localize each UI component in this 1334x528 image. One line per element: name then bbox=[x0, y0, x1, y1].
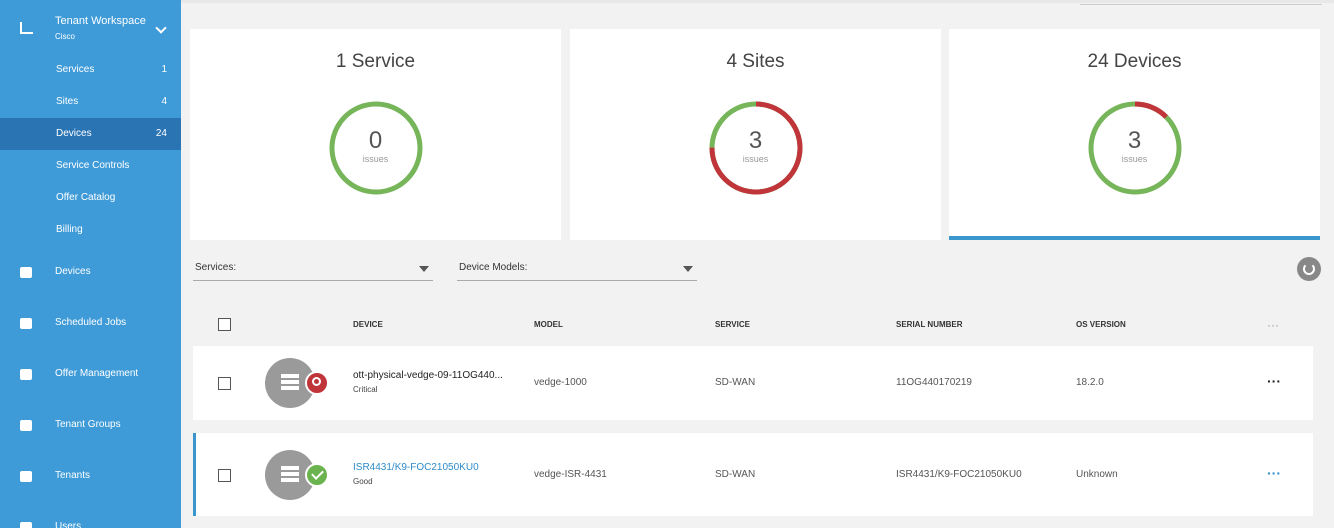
row-more[interactable]: ··· bbox=[1267, 464, 1281, 481]
nav-count: 4 bbox=[161, 96, 167, 107]
filter-underline bbox=[193, 280, 433, 281]
dropdown-arrow bbox=[419, 266, 429, 272]
nav-icon bbox=[20, 318, 32, 329]
header-checkbox[interactable] bbox=[218, 318, 231, 331]
card-label: Sites bbox=[742, 51, 785, 72]
donut-issues bbox=[709, 101, 803, 195]
card-label: Service bbox=[351, 51, 416, 72]
column-header: SERIAL NUMBER bbox=[896, 320, 963, 329]
server-bar bbox=[281, 374, 299, 378]
nav-item[interactable]: Tenants bbox=[55, 470, 91, 481]
badge-glyph bbox=[311, 466, 324, 480]
card-count: 4 bbox=[726, 51, 738, 72]
cell-serial: ISR4431/K9-FOC21050KU0 bbox=[896, 468, 1022, 480]
search-underline bbox=[1080, 4, 1322, 5]
cell-serial: 11OG440170219 bbox=[896, 377, 972, 388]
nav-icon bbox=[20, 369, 32, 380]
nav-count: 24 bbox=[155, 128, 167, 139]
issue-label: issues bbox=[742, 154, 769, 164]
status-badge bbox=[305, 371, 329, 395]
workspace-icon bbox=[20, 22, 33, 34]
donut bbox=[329, 101, 423, 195]
top-border bbox=[181, 0, 1334, 3]
nav-subitem[interactable]: Billing bbox=[56, 224, 83, 235]
table-row[interactable]: ISR4431/K9-FOC21050KU0 Good vedge-ISR-4431… bbox=[193, 433, 1313, 516]
nav-item[interactable]: Tenant Groups bbox=[55, 419, 121, 430]
nav-item[interactable]: Devices bbox=[55, 266, 91, 277]
issue-label: issues bbox=[362, 154, 389, 164]
column-header: DEVICE bbox=[353, 320, 383, 329]
nav-count: 1 bbox=[161, 64, 167, 75]
column-header: OS VERSION bbox=[1076, 320, 1126, 329]
cell-model: vedge-1000 bbox=[534, 377, 587, 388]
badge-glyph bbox=[312, 377, 321, 386]
device-status: Good bbox=[353, 476, 373, 486]
nav-icon bbox=[20, 420, 32, 431]
cell-os: 18.2.0 bbox=[1076, 377, 1104, 388]
refresh-button[interactable] bbox=[1297, 257, 1321, 281]
workspace-title: Tenant Workspace bbox=[55, 15, 146, 27]
card-title: 24 Devices bbox=[949, 51, 1320, 73]
nav-icon bbox=[20, 471, 32, 482]
nav-item[interactable]: Offer Management bbox=[55, 368, 139, 379]
row-more[interactable]: ··· bbox=[1267, 373, 1281, 389]
nav-subitem[interactable]: Devices bbox=[56, 128, 92, 139]
nav-subitem[interactable]: Offer Catalog bbox=[56, 192, 116, 203]
status-badge bbox=[305, 462, 329, 487]
device-name[interactable]: ISR4431/K9-FOC21050KU0 bbox=[353, 461, 479, 473]
header-more: ··· bbox=[1267, 318, 1279, 332]
filter-label[interactable]: Services: bbox=[195, 262, 237, 273]
nav-subitem[interactable]: Service Controls bbox=[56, 160, 130, 171]
card-count: 1 bbox=[335, 51, 347, 72]
donut bbox=[1088, 101, 1182, 195]
nav-icon bbox=[20, 267, 32, 278]
nav-item[interactable]: Scheduled Jobs bbox=[55, 317, 127, 328]
card-title: 4 Sites bbox=[570, 51, 941, 73]
cell-os: Unknown bbox=[1076, 468, 1118, 480]
refresh-icon bbox=[1303, 263, 1315, 275]
workspace-subtitle: Cisco bbox=[55, 32, 76, 41]
sidebar: Tenant Workspace Cisco Services 1 Sites 4 Devi… bbox=[0, 0, 181, 528]
server-bar bbox=[281, 471, 299, 476]
cell-model: vedge-ISR-4431 bbox=[534, 468, 607, 480]
server-bar bbox=[281, 386, 299, 390]
card-title: 1 Service bbox=[190, 51, 561, 73]
filter-underline bbox=[457, 280, 697, 281]
donut-issues bbox=[1088, 101, 1182, 195]
column-header: SERVICE bbox=[715, 320, 750, 329]
issue-count: 3 bbox=[748, 127, 763, 154]
row-checkbox[interactable] bbox=[218, 468, 231, 482]
summary-card[interactable]: 24 Devices 3 issues bbox=[949, 29, 1320, 240]
issue-count: 0 bbox=[368, 127, 383, 154]
filter-label[interactable]: Device Models: bbox=[459, 262, 528, 273]
issue-count: 3 bbox=[1127, 127, 1142, 154]
server-bar bbox=[281, 477, 299, 482]
dropdown-arrow bbox=[683, 266, 693, 272]
donut-ok bbox=[329, 101, 423, 195]
nav-subitem[interactable]: Services bbox=[56, 64, 95, 75]
donut bbox=[709, 101, 803, 195]
server-bar bbox=[281, 380, 299, 384]
summary-card[interactable]: 4 Sites 3 issues bbox=[570, 29, 941, 240]
table-row[interactable]: ott-physical-vedge-09-11OG440... Critical… bbox=[193, 346, 1313, 420]
cell-service: SD-WAN bbox=[715, 468, 756, 480]
device-status: Critical bbox=[353, 385, 378, 394]
active-item bbox=[0, 118, 181, 150]
cell-service: SD-WAN bbox=[715, 377, 756, 388]
card-count: 24 bbox=[1087, 51, 1109, 72]
column-header: MODEL bbox=[534, 320, 563, 329]
issue-label: issues bbox=[1121, 154, 1148, 164]
summary-card[interactable]: 1 Service 0 issues bbox=[190, 29, 561, 240]
server-bar bbox=[281, 465, 299, 470]
nav-subitem[interactable]: Sites bbox=[56, 96, 79, 107]
row-checkbox[interactable] bbox=[218, 377, 231, 390]
nav-item[interactable]: Users bbox=[55, 521, 82, 528]
nav-icon bbox=[20, 522, 32, 528]
chevron bbox=[155, 22, 167, 34]
card-label: Devices bbox=[1113, 51, 1182, 72]
device-name: ott-physical-vedge-09-11OG440... bbox=[353, 370, 503, 381]
